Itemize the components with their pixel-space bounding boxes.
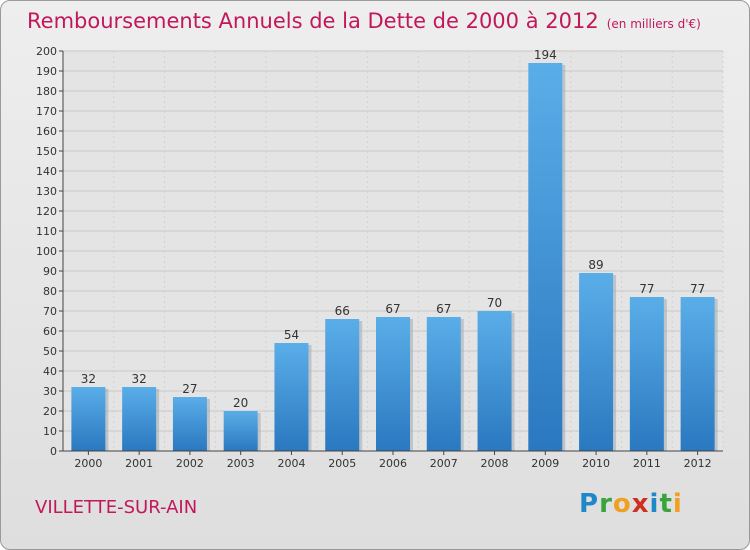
x-tick-label: 2009: [531, 457, 559, 470]
value-label: 194: [534, 48, 557, 62]
labels: 0 10 20 30 40 50 60 70 80 90 100 110 120 130 140 150 160…: [36, 45, 712, 470]
value-label: 70: [487, 296, 502, 310]
logo-letter: P: [579, 489, 600, 519]
bars: [71, 63, 718, 451]
y-tick-label: 70: [43, 305, 57, 318]
x-tick-label: 2006: [379, 457, 407, 470]
chart-subtitle: (en milliers d'€): [606, 17, 701, 31]
commune-name: VILLETTE-SUR-AIN: [35, 497, 198, 518]
y-tick-label: 100: [36, 245, 57, 258]
x-tick-label: 2004: [277, 457, 305, 470]
x-tick-label: 2003: [227, 457, 255, 470]
y-tick-label: 170: [36, 105, 57, 118]
y-tick-label: 190: [36, 65, 57, 78]
bar-2003: [223, 411, 258, 451]
logo-letter: t: [659, 489, 673, 519]
x-tick-label: 2007: [430, 457, 458, 470]
y-tick-label: 180: [36, 85, 57, 98]
axes: [59, 50, 723, 455]
y-tick-label: 150: [36, 145, 57, 158]
value-label: 67: [385, 302, 400, 316]
x-tick-label: 2005: [328, 457, 356, 470]
y-tick-label: 110: [36, 225, 57, 238]
bar-2011: [629, 297, 664, 451]
y-tick-label: 90: [43, 265, 57, 278]
value-label: 77: [639, 282, 654, 296]
logo-letter: i: [649, 489, 660, 519]
bar-2010: [579, 273, 614, 451]
y-tick-label: 120: [36, 205, 57, 218]
value-label: 27: [182, 382, 197, 396]
y-tick-label: 30: [43, 385, 57, 398]
x-tick-label: 2000: [74, 457, 102, 470]
bar-2004: [274, 343, 309, 451]
logo-letter: o: [612, 489, 632, 519]
bar-2009: [528, 63, 563, 451]
x-tick-label: 2008: [481, 457, 509, 470]
bar-2006: [376, 317, 410, 451]
y-tick-label: 80: [43, 285, 57, 298]
y-tick-label: 130: [36, 185, 57, 198]
logo-letter: r: [599, 489, 613, 519]
value-label: 54: [284, 328, 299, 342]
bar-2007: [426, 317, 461, 451]
bar-2002: [172, 397, 207, 451]
y-tick-label: 10: [43, 425, 57, 438]
bar-2012: [680, 297, 715, 451]
y-tick-label: 40: [43, 365, 57, 378]
x-tick-label: 2012: [684, 457, 712, 470]
bar-2001: [122, 387, 157, 451]
value-label: 77: [690, 282, 705, 296]
y-tick-label: 160: [36, 125, 57, 138]
proxiti-logo: Proxiti: [579, 489, 683, 519]
bar-2005: [325, 319, 360, 451]
value-label: 67: [436, 302, 451, 316]
value-label: 20: [233, 396, 248, 410]
value-label: 89: [588, 258, 603, 272]
bar-2008: [477, 311, 512, 451]
y-tick-label: 0: [50, 445, 57, 458]
x-tick-label: 2011: [633, 457, 661, 470]
y-tick-label: 200: [36, 45, 57, 58]
x-tick-label: 2010: [582, 457, 610, 470]
y-tick-label: 20: [43, 405, 57, 418]
chart-title: Remboursements Annuels de la Dette de 20…: [27, 9, 701, 33]
value-label: 32: [81, 372, 96, 386]
value-label: 32: [132, 372, 147, 386]
value-label: 66: [335, 304, 350, 318]
x-tick-label: 2001: [125, 457, 153, 470]
y-tick-label: 60: [43, 325, 57, 338]
logo-letter: i: [672, 489, 683, 519]
y-tick-label: 140: [36, 165, 57, 178]
logo-letter: x: [631, 489, 650, 519]
chart-title-text: Remboursements Annuels de la Dette de 20…: [27, 9, 599, 33]
bar-2000: [71, 387, 106, 451]
x-tick-label: 2002: [176, 457, 204, 470]
y-tick-label: 50: [43, 345, 57, 358]
